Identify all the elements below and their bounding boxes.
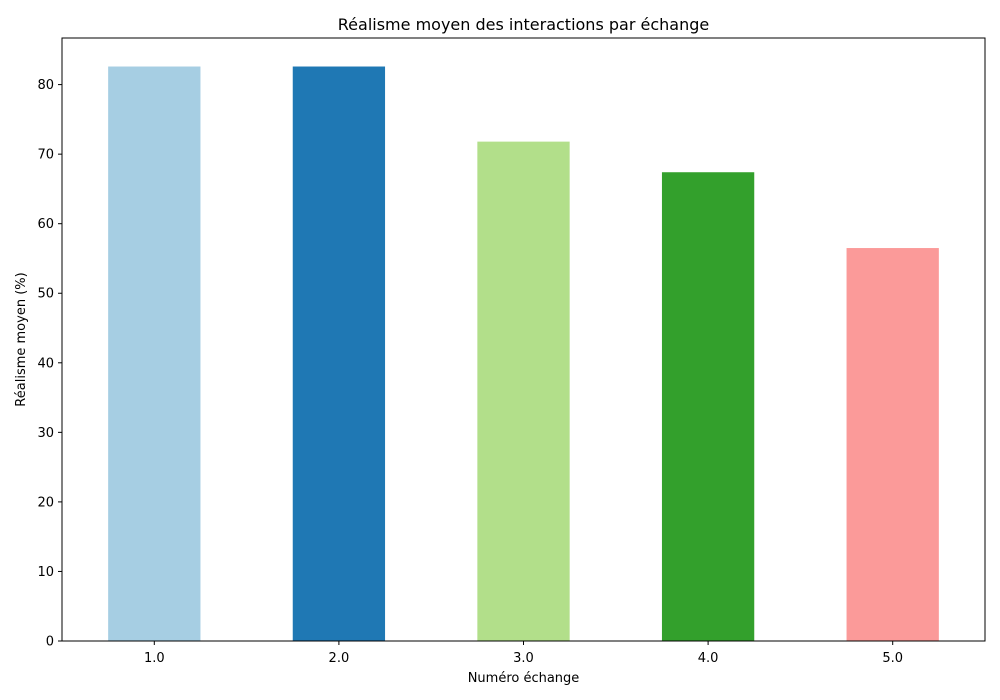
bar-3.0 <box>477 141 570 641</box>
x-tick-label: 4.0 <box>698 651 719 666</box>
y-tick-label: 70 <box>37 148 54 163</box>
y-tick-label: 40 <box>37 356 54 371</box>
y-axis: 0 10 20 30 40 50 60 70 80 <box>37 78 62 650</box>
x-tick-label: 3.0 <box>513 651 534 666</box>
bar-1.0 <box>108 66 201 642</box>
x-tick-label: 2.0 <box>329 651 350 666</box>
x-tick-label: 1.0 <box>144 651 165 666</box>
y-axis-label: Réalisme moyen (%) <box>14 272 29 406</box>
y-tick-label: 20 <box>37 495 54 510</box>
chart-title: Réalisme moyen des interactions par écha… <box>338 15 709 34</box>
y-tick-label: 60 <box>37 217 54 232</box>
x-axis-label: Numéro échange <box>468 671 580 686</box>
y-tick-label: 0 <box>46 635 54 650</box>
y-tick-label: 80 <box>37 78 54 93</box>
y-tick-label: 50 <box>37 287 54 302</box>
x-axis: 1.0 2.0 3.0 4.0 5.0 <box>144 641 903 666</box>
bar-5.0 <box>846 248 939 642</box>
bar-4.0 <box>661 172 755 642</box>
bar-2.0 <box>292 66 386 642</box>
y-tick-label: 30 <box>37 426 54 441</box>
bars-group <box>108 66 939 642</box>
y-tick-label: 10 <box>37 565 54 580</box>
x-tick-label: 5.0 <box>882 651 903 666</box>
